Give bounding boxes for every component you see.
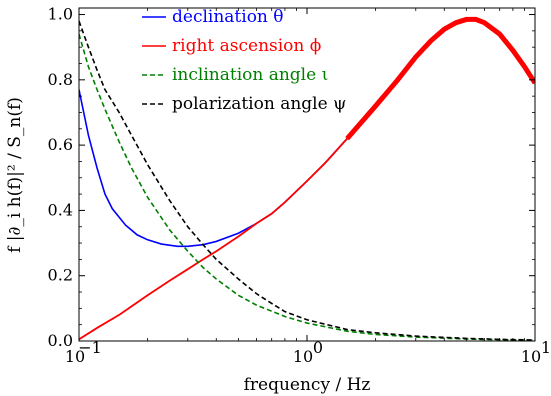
plot-area — [79, 16, 535, 341]
legend-label-3: polarization angle ψ — [172, 94, 346, 114]
y-tick-label: 0.6 — [48, 135, 73, 154]
x-tick-label: 10 — [65, 347, 85, 366]
legend: declination θ right ascension ϕ inclinatio… — [142, 7, 346, 114]
y-tick-label: 0.8 — [48, 70, 73, 89]
axes: 10−1 10 0 10 10.00.20.40.60.81.0 — [48, 5, 551, 366]
y-axis-label: f |∂_i h(f)|² / S_n(f) — [5, 97, 25, 253]
series-line-3 — [79, 20, 535, 341]
y-tick-label: 0.4 — [48, 200, 73, 219]
legend-label-0: declination θ — [172, 7, 284, 27]
y-tick-label: 0.0 — [48, 331, 73, 350]
x-axis-label: frequency / Hz — [244, 375, 371, 395]
x-tick-label: 10 — [521, 347, 541, 366]
x-tick-exponent: −1 — [78, 338, 102, 357]
x-tick-label: 10 — [293, 347, 313, 366]
y-tick-label: 0.2 — [48, 266, 73, 285]
x-tick-exponent: 0 — [313, 338, 323, 357]
x-tick-exponent: 1 — [541, 338, 551, 357]
legend-label-2: inclination angle ι — [172, 65, 328, 85]
legend-label-1: right ascension ϕ — [172, 36, 321, 56]
y-tick-label: 1.0 — [48, 5, 73, 24]
series-line-2 — [79, 33, 535, 341]
plot-frame — [78, 7, 536, 342]
series-line-1-band — [345, 16, 535, 141]
